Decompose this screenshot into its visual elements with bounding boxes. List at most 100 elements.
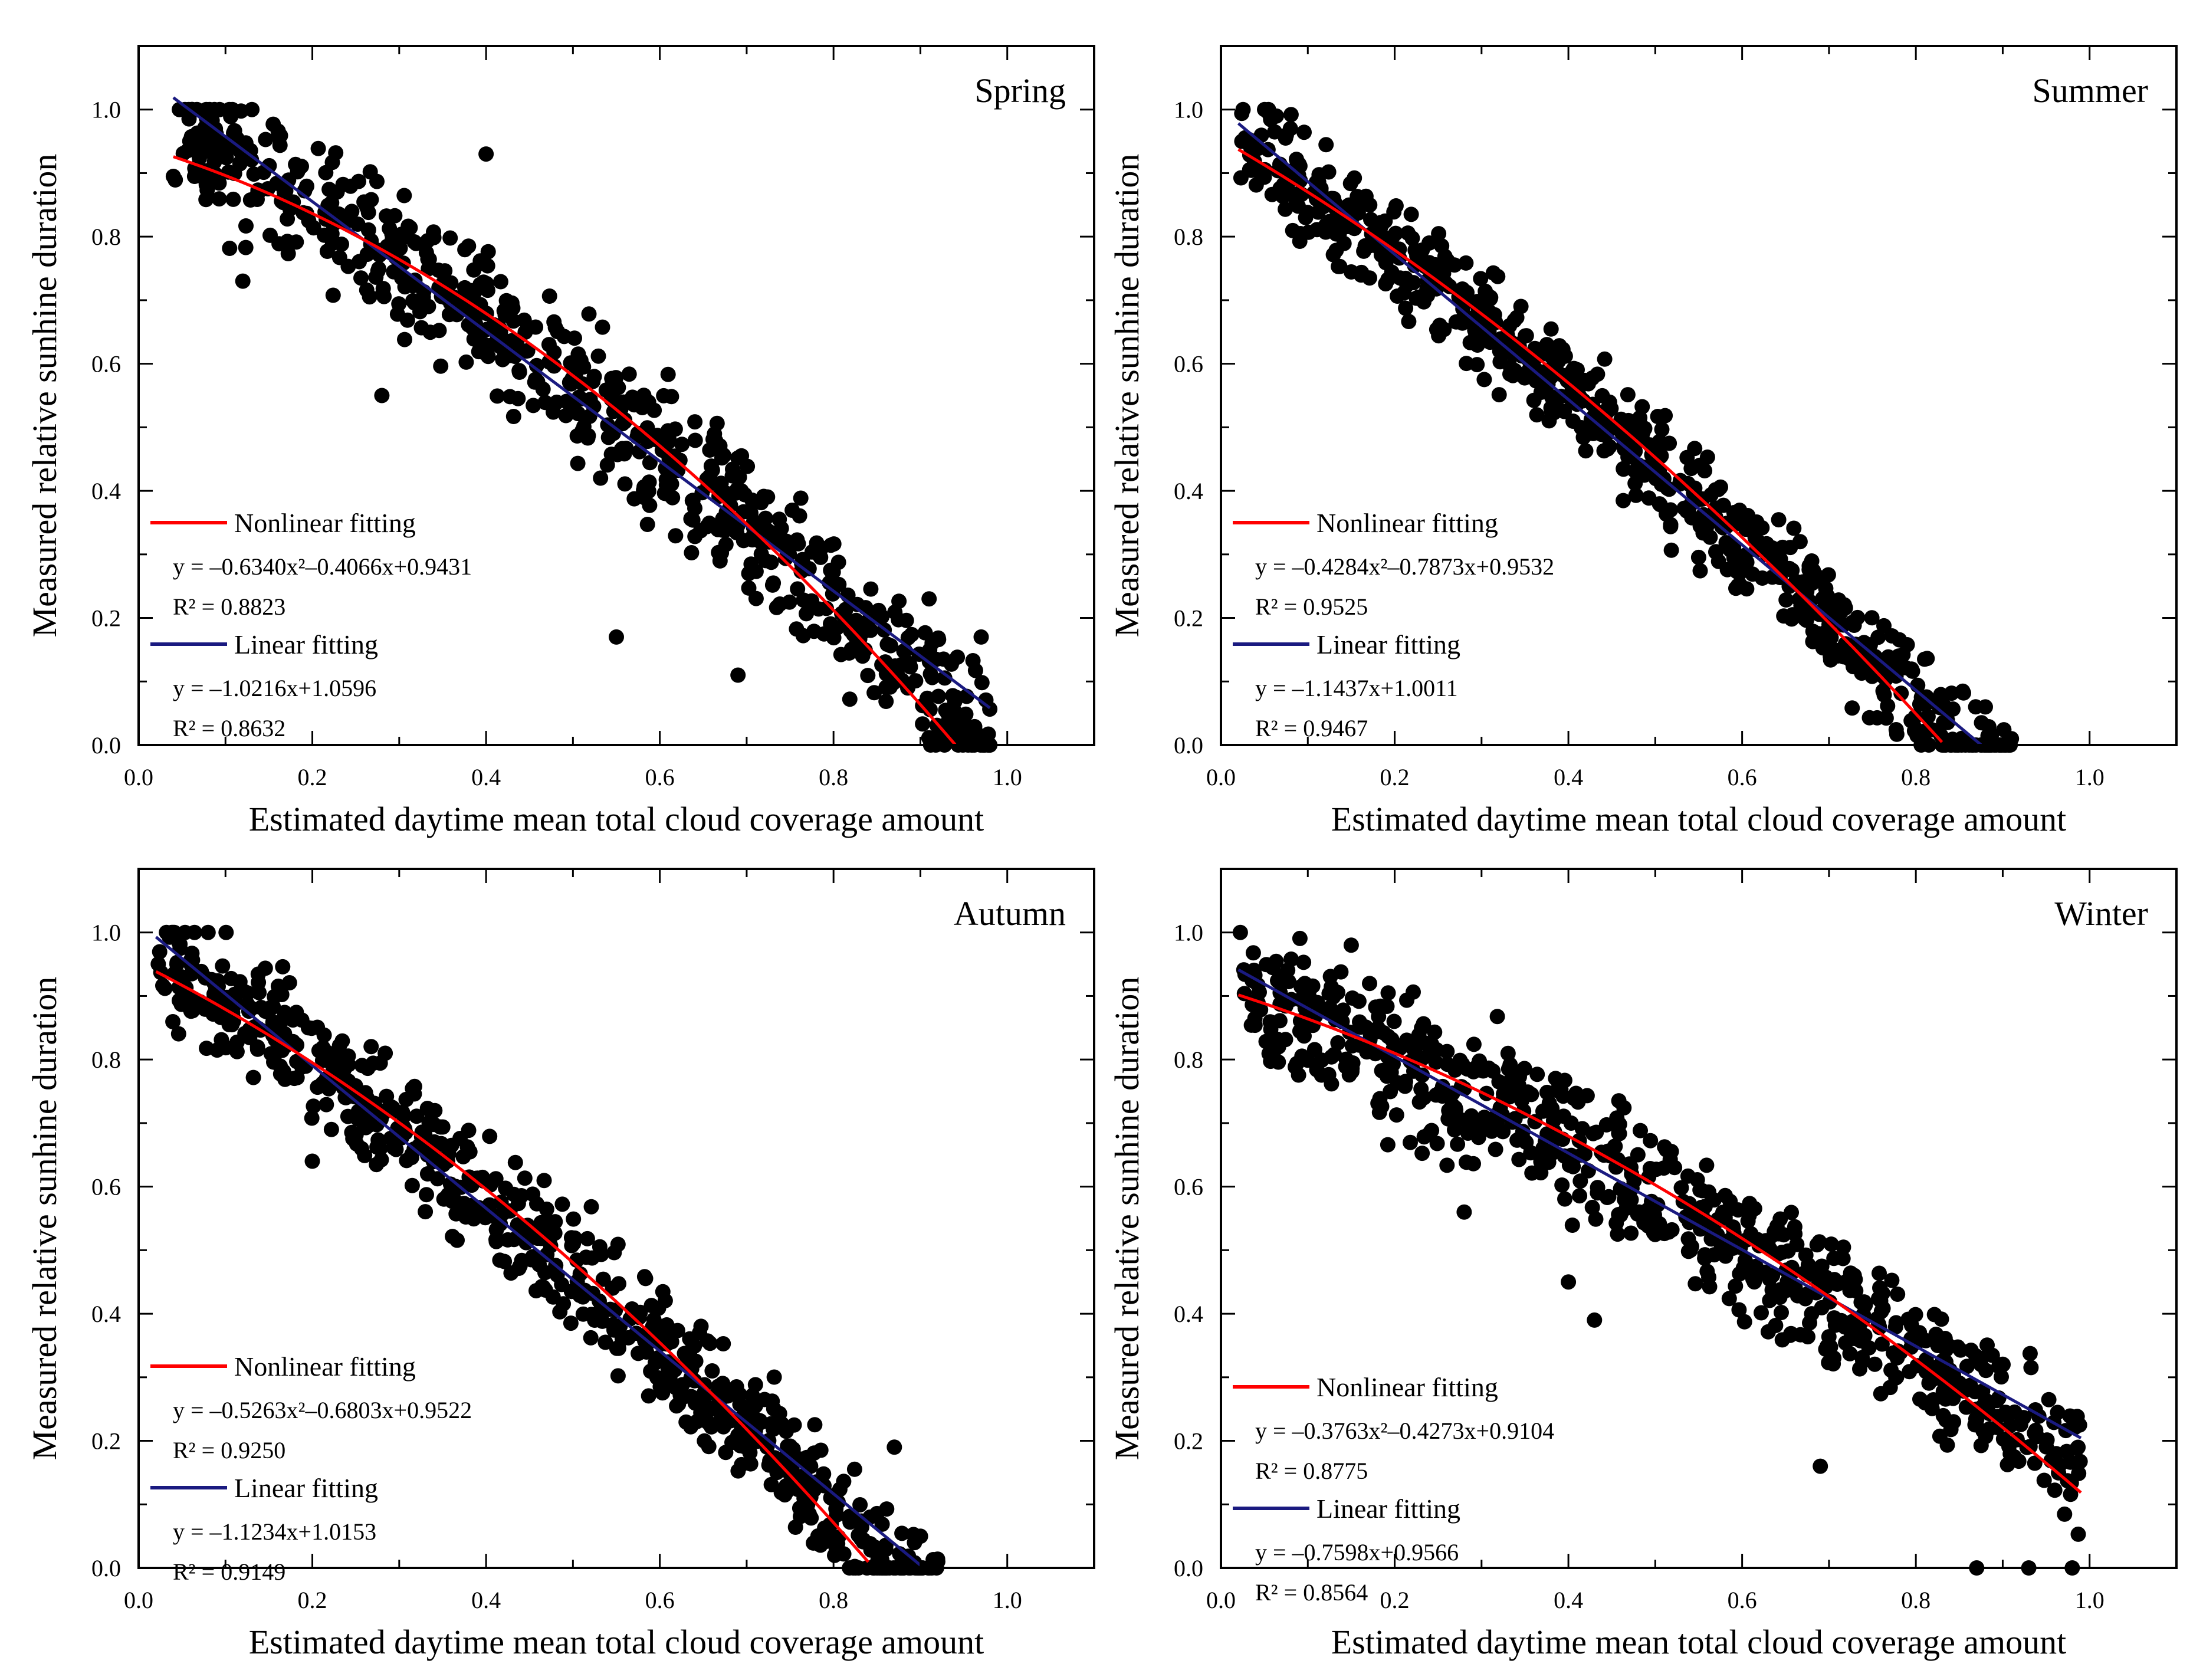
scatter-point (281, 975, 297, 990)
scatter-point (324, 226, 340, 242)
scatter-point (506, 1186, 522, 1202)
scatter-point (1441, 1102, 1457, 1118)
scatter-point (570, 455, 586, 471)
scatter-point (2036, 1472, 2052, 1488)
scatter-point (1506, 313, 1522, 329)
scatter-point (1835, 1251, 1851, 1266)
scatter-point (718, 1445, 734, 1461)
y-tick-label: 0.0 (1174, 732, 1203, 759)
scatter-point (615, 416, 631, 432)
scatter-point (1726, 505, 1742, 520)
scatter-point (510, 391, 526, 406)
scatter-point (700, 477, 716, 493)
scatter-point (1692, 563, 1708, 579)
scatter-point (1741, 1208, 1757, 1223)
scatter-point (321, 1081, 337, 1097)
scatter-point (715, 1376, 731, 1392)
scatter-point (304, 1021, 320, 1036)
scatter-point (1663, 517, 1679, 533)
scatter-point (505, 300, 521, 316)
scatter-point (539, 1201, 554, 1217)
scatter-point (891, 612, 907, 628)
scatter-point (287, 1071, 302, 1087)
scatter-point (1994, 1369, 2009, 1385)
scatter-point (1616, 461, 1631, 477)
scatter-point (1697, 1251, 1713, 1266)
scatter-point (1917, 1395, 1933, 1410)
y-tick-label: 0.2 (91, 605, 121, 632)
scatter-point (1657, 408, 1673, 424)
scatter-point (1253, 1002, 1269, 1018)
scatter-point (482, 1128, 498, 1144)
scatter-point (478, 146, 494, 162)
scatter-point (1975, 1399, 1990, 1415)
scatter-point (218, 924, 234, 940)
scatter-point (445, 1229, 461, 1245)
scatter-point (1823, 1236, 1839, 1252)
scatter-point (1460, 1126, 1476, 1141)
scatter-point (1373, 247, 1389, 263)
scatter-point (1684, 1239, 1699, 1255)
scatter-point (1386, 1013, 1402, 1029)
scatter-point (1484, 1123, 1500, 1139)
scatter-point (744, 1387, 760, 1403)
scatter-point (834, 606, 849, 622)
scatter-point (457, 242, 473, 258)
scatter-point (2069, 1441, 2085, 1456)
scatter-point (780, 1438, 796, 1454)
scatter-point (377, 1045, 393, 1061)
scatter-point (1330, 985, 1345, 1000)
scatter-point (790, 581, 806, 597)
scatter-point (249, 1039, 265, 1055)
scatter-point (1887, 1319, 1903, 1335)
scatter-point (1388, 198, 1404, 214)
scatter-point (396, 188, 412, 204)
scatter-point (900, 630, 916, 646)
scatter-point (843, 623, 859, 639)
scatter-point (1380, 985, 1396, 1001)
scatter-point (1598, 1117, 1614, 1133)
scatter-point (1811, 1234, 1827, 1250)
scatter-point (595, 1313, 610, 1329)
scatter-point (804, 544, 820, 560)
scatter-point (1919, 651, 1935, 667)
x-tick-label: 0.0 (1206, 1587, 1236, 1613)
scatter-point (931, 632, 947, 648)
scatter-point (490, 388, 505, 404)
scatter-point (753, 546, 769, 562)
scatter-point (1459, 1154, 1474, 1170)
scatter-point (1768, 1318, 1784, 1333)
linear-r-squared: R² = 0.9467 (1255, 715, 1368, 741)
scatter-point (1829, 1277, 1845, 1292)
scatter-point (1292, 930, 1308, 946)
x-tick-label: 0.2 (298, 764, 327, 790)
scatter-point (583, 1199, 599, 1215)
scatter-point (1679, 449, 1695, 465)
scatter-point (1245, 945, 1261, 961)
scatter-point (541, 337, 557, 353)
scatter-point (2023, 1360, 2039, 1376)
scatter-point (1543, 321, 1559, 337)
scatter-point (1747, 530, 1763, 546)
scatter-point (1654, 422, 1670, 437)
scatter-point (238, 239, 254, 255)
scatter-point (1282, 121, 1298, 136)
scatter-point (1893, 685, 1909, 701)
linear-equation: y = –0.7598x+0.9566 (1255, 1539, 1459, 1566)
scatter-point (724, 468, 740, 484)
scatter-point (1328, 242, 1344, 258)
scatter-point (1821, 1329, 1837, 1345)
scatter-point (877, 654, 893, 670)
linear-r-squared: R² = 0.8632 (173, 715, 285, 741)
scatter-point (1822, 631, 1838, 647)
nonlinear-fit-curve (1237, 148, 1943, 743)
scatter-point (813, 1442, 829, 1458)
y-tick-label: 0.0 (91, 1555, 121, 1581)
plot-frame (1220, 868, 2178, 1569)
scatter-point (683, 511, 699, 527)
x-tick-label: 0.6 (645, 764, 675, 790)
scatter-point (444, 1137, 459, 1153)
scatter-point (1362, 197, 1378, 213)
y-tick-label: 0.4 (1174, 1301, 1203, 1327)
